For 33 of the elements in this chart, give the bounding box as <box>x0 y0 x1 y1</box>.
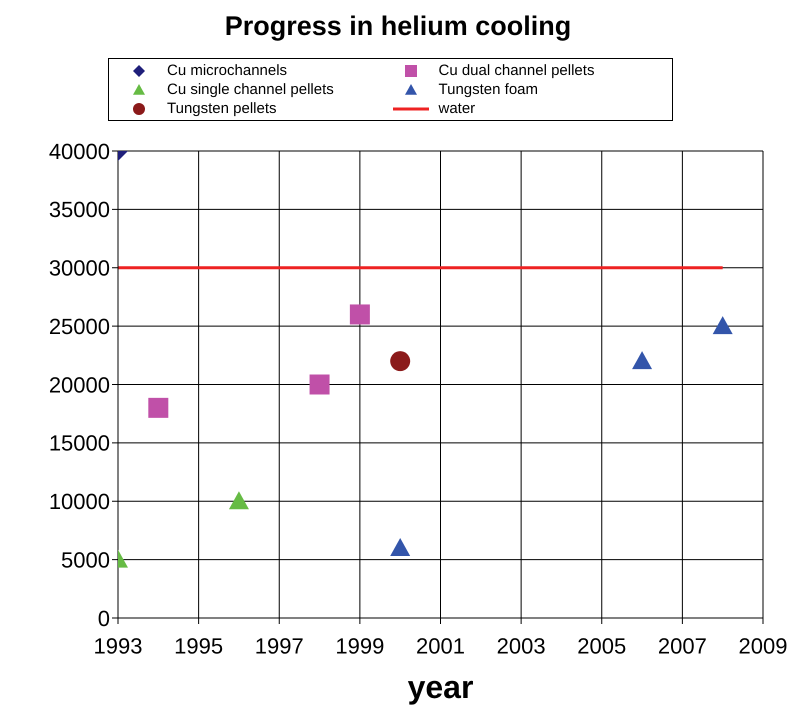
y-tick-label: 30000 <box>48 256 110 281</box>
y-tick-label: 40000 <box>48 138 110 164</box>
y-tick-label: 5000 <box>61 547 110 572</box>
x-tick-label: 2009 <box>738 634 788 659</box>
x-tick-label: 1999 <box>335 634 384 659</box>
point <box>390 538 410 556</box>
legend-label: Cu single channel pellets <box>167 81 334 98</box>
y-tick-label: 25000 <box>48 314 110 339</box>
x-tick-label: 2007 <box>658 634 707 659</box>
y-tick-label: 10000 <box>48 489 110 514</box>
legend-label: Cu dual channel pellets <box>438 62 594 79</box>
point <box>632 351 652 370</box>
y-tick-label: 35000 <box>48 197 110 222</box>
point <box>148 398 168 418</box>
legend-label: Cu microchannels <box>167 62 288 79</box>
chart-title: Progress in helium cooling <box>224 10 572 43</box>
legend-label: Tungsten foam <box>438 81 538 98</box>
point <box>390 351 410 372</box>
x-tick-label: 1997 <box>254 634 304 659</box>
point <box>310 374 330 394</box>
y-tick-label: 0 <box>98 606 110 631</box>
x-tick-label: 1993 <box>94 634 142 659</box>
point <box>712 316 733 334</box>
x-axis-title: year <box>408 669 474 705</box>
x-tick-label: 2005 <box>577 634 626 659</box>
point <box>350 304 370 324</box>
x-tick-label: 2001 <box>416 634 465 659</box>
y-tick-label: 15000 <box>48 430 110 456</box>
legend-label: water <box>438 100 476 117</box>
x-tick-label: 2003 <box>496 634 546 659</box>
legend-label: Tungsten pellets <box>167 100 277 117</box>
y-tick-label: 20000 <box>48 372 110 398</box>
x-tick-label: 1995 <box>174 634 224 659</box>
